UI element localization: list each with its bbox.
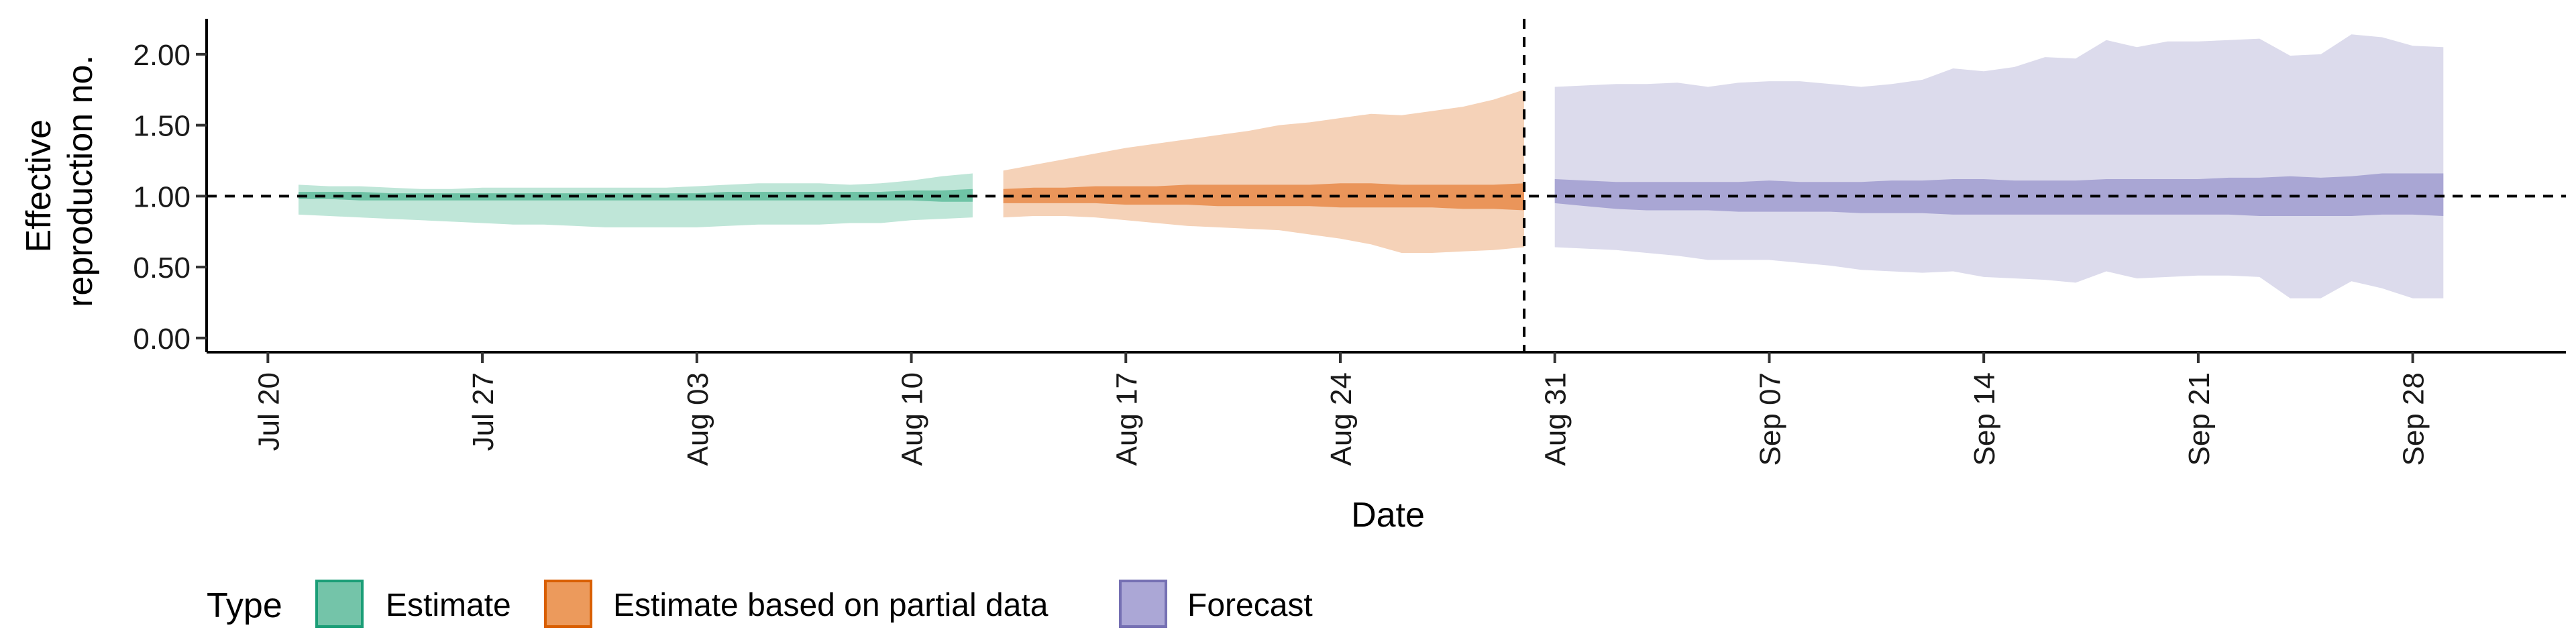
y-tick-label: 0.50 <box>133 252 191 284</box>
legend: Type Estimate Estimate based on partial … <box>207 580 1313 628</box>
band-outer-estimate-based-on-partial-data <box>1003 89 1524 253</box>
legend-label-forecast: Forecast <box>1187 588 1313 623</box>
y-axis-title-line-1: Effective <box>19 119 58 252</box>
x-tick-label: Jul 27 <box>467 372 500 451</box>
y-tick-label: 2.00 <box>133 39 191 72</box>
x-axis-title: Date <box>1351 496 1425 535</box>
band-inner-estimate <box>299 189 973 202</box>
legend-key-partial <box>544 580 592 628</box>
x-tick-label: Aug 31 <box>1540 372 1572 466</box>
legend-label-partial: Estimate based on partial data <box>613 588 1049 623</box>
x-tick-label: Sep 07 <box>1754 372 1786 466</box>
y-axis-title-line-2: reproduction no. <box>61 55 100 307</box>
y-tick-label: 1.50 <box>133 110 191 143</box>
y-axis-title: Effective reproduction no. <box>19 55 100 307</box>
x-tick-label: Aug 10 <box>896 372 929 466</box>
legend-key-estimate <box>315 580 364 628</box>
x-tick-label: Sep 14 <box>1968 372 2001 466</box>
axes: 0.00 0.50 1.00 1.50 2.00 Jul 20 Jul 27 Aug 03 Au… <box>133 19 2566 466</box>
x-tick-label: Sep 21 <box>2183 372 2216 466</box>
x-tick-label: Aug 24 <box>1325 372 1358 466</box>
y-tick-label: 1.00 <box>133 180 191 213</box>
x-tick-label: Sep 28 <box>2398 372 2430 466</box>
x-tick-label: Jul 20 <box>252 372 285 451</box>
x-tick-label: Aug 03 <box>682 372 714 466</box>
legend-key-forecast <box>1119 580 1167 628</box>
band-outer-forecast <box>1554 34 2444 299</box>
band-inner-forecast <box>1554 173 2444 216</box>
plot-area <box>207 19 2566 352</box>
legend-label-estimate: Estimate <box>386 588 511 623</box>
legend-title: Type <box>207 586 282 625</box>
y-tick-label: 0.00 <box>133 323 191 356</box>
x-tick-label: Aug 17 <box>1110 372 1143 466</box>
